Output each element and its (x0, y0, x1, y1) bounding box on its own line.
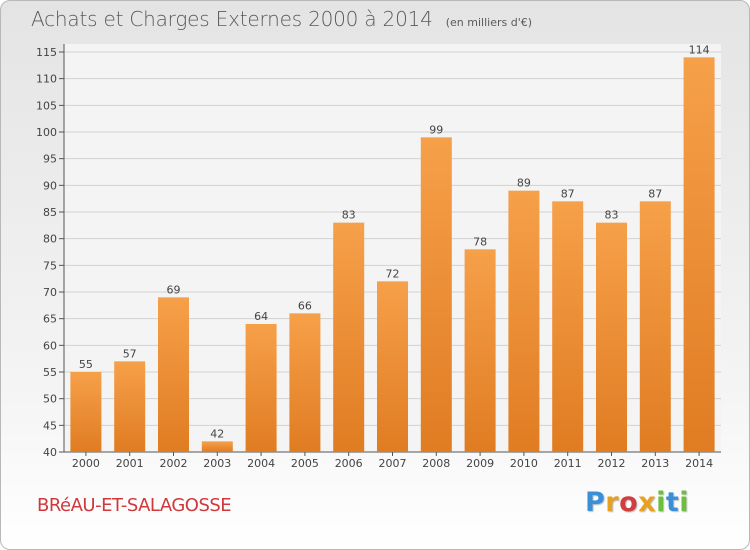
x-tick-label: 2003 (203, 457, 231, 470)
y-tick-label: 65 (43, 313, 57, 326)
x-tick-label: 2005 (291, 457, 319, 470)
bar-2011 (552, 201, 584, 452)
bar-2004 (245, 324, 277, 452)
x-tick-label: 2006 (335, 457, 363, 470)
bar-value-label: 57 (123, 347, 137, 360)
bar-2014 (683, 57, 715, 452)
y-tick-label: 110 (36, 73, 57, 86)
bar-value-label: 89 (517, 177, 531, 190)
chart-subtitle: (en milliers d'€) (445, 16, 533, 29)
brand-letter: P (585, 487, 606, 518)
proxiti-logo[interactable]: Proxiti (585, 487, 689, 518)
bar-value-label: 87 (648, 187, 662, 200)
bar-value-label: 64 (254, 310, 268, 323)
y-tick-label: 80 (43, 233, 57, 246)
y-tick-label: 95 (43, 153, 57, 166)
bar-2002 (158, 297, 189, 452)
x-tick-label: 2007 (379, 457, 407, 470)
x-tick-label: 2009 (466, 457, 494, 470)
bar-value-label: 99 (429, 123, 443, 136)
y-tick-label: 100 (36, 126, 57, 139)
x-tick-label: 2010 (510, 457, 538, 470)
y-tick-label: 55 (43, 366, 57, 379)
brand-letter: i (679, 487, 690, 518)
bar-value-label: 83 (342, 209, 356, 222)
bar-value-label: 114 (689, 43, 710, 56)
bar-2013 (639, 201, 671, 452)
x-tick-label: 2014 (685, 457, 713, 470)
x-tick-label: 2004 (247, 457, 275, 470)
y-tick-label: 60 (43, 339, 57, 352)
bar-2006 (333, 222, 365, 452)
bar-value-label: 78 (473, 235, 487, 248)
y-tick-label: 40 (43, 446, 57, 459)
brand-letter: r (605, 487, 620, 518)
bar-2005 (289, 313, 321, 452)
bar-2012 (596, 222, 627, 452)
brand-letter: x (638, 487, 657, 518)
x-tick-label: 2002 (160, 457, 188, 470)
bar-value-label: 69 (167, 283, 181, 296)
bar-2000 (70, 372, 102, 452)
y-tick-label: 85 (43, 206, 57, 219)
y-tick-label: 75 (43, 259, 57, 272)
y-tick-label: 70 (43, 286, 57, 299)
chart-title: Achats et Charges Externes 2000 à 2014 (31, 7, 433, 31)
bar-2007 (377, 281, 408, 452)
commune-name: BRéAU-ET-SALAGOSSE (37, 495, 232, 516)
bar-2010 (508, 190, 540, 452)
bar-2008 (420, 137, 452, 453)
brand-letter: t (665, 487, 680, 518)
y-tick-label: 105 (36, 99, 57, 112)
brand-letter: i (656, 487, 666, 518)
bar-value-label: 66 (298, 299, 312, 312)
x-tick-label: 2012 (598, 457, 626, 470)
bar-2009 (464, 249, 496, 452)
title-row: Achats et Charges Externes 2000 à 2014 (… (31, 7, 532, 31)
bar-value-label: 42 (210, 427, 224, 440)
y-tick-label: 45 (43, 419, 57, 432)
bar-value-label: 83 (605, 209, 619, 222)
x-tick-label: 2001 (116, 457, 144, 470)
y-tick-label: 90 (43, 179, 57, 192)
bar-2003 (201, 441, 233, 452)
bar-value-label: 55 (79, 358, 93, 371)
y-tick-label: 115 (36, 46, 57, 59)
x-tick-label: 2008 (422, 457, 450, 470)
x-tick-label: 2000 (72, 457, 100, 470)
bar-value-label: 72 (386, 267, 400, 280)
brand-letter: o (619, 487, 639, 518)
x-tick-label: 2013 (641, 457, 669, 470)
y-tick-label: 50 (43, 393, 57, 406)
bar-value-label: 87 (561, 187, 575, 200)
bar-2001 (114, 361, 146, 452)
x-tick-label: 2011 (554, 457, 582, 470)
